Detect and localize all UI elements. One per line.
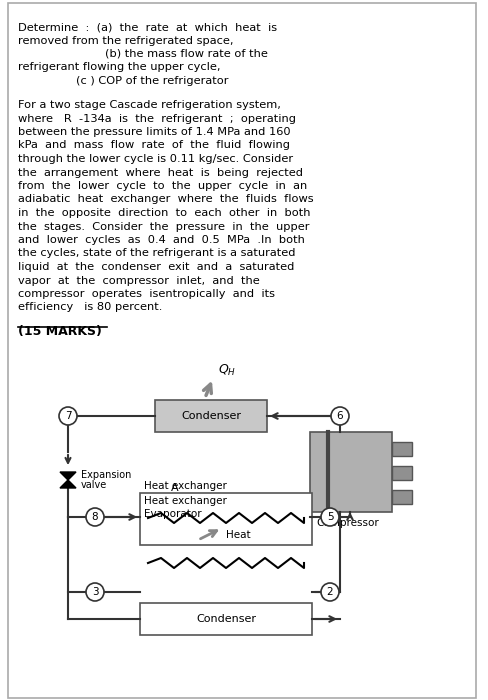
Circle shape	[59, 407, 77, 425]
Text: adiabatic  heat  exchanger  where  the  fluids  flows: adiabatic heat exchanger where the fluid…	[18, 195, 314, 204]
Text: between the pressure limits of 1.4 MPa and 160: between the pressure limits of 1.4 MPa a…	[18, 127, 291, 137]
Text: Condenser: Condenser	[196, 614, 256, 624]
Text: from  the  lower  cycle  to  the  upper  cycle  in  an: from the lower cycle to the upper cycle …	[18, 181, 307, 191]
Polygon shape	[60, 472, 76, 480]
Text: A: A	[171, 483, 179, 493]
Text: 3: 3	[92, 587, 98, 597]
Text: $Q_H$: $Q_H$	[218, 363, 236, 378]
Text: liquid  at  the  condenser  exit  and  a  saturated: liquid at the condenser exit and a satur…	[18, 262, 294, 272]
Text: through the lower cycle is 0.11 kg/sec. Consider: through the lower cycle is 0.11 kg/sec. …	[18, 154, 293, 164]
Text: efficiency   is 80 percent.: efficiency is 80 percent.	[18, 302, 163, 312]
Bar	[140, 603, 312, 635]
Text: Heat exchanger: Heat exchanger	[144, 481, 227, 491]
Text: (b) the mass flow rate of the: (b) the mass flow rate of the	[18, 49, 268, 59]
Circle shape	[86, 508, 104, 526]
Bar	[392, 442, 412, 456]
Text: (15 MARKS): (15 MARKS)	[18, 325, 102, 338]
Polygon shape	[60, 480, 76, 488]
Text: 8: 8	[92, 512, 98, 522]
Text: the  stages.  Consider  the  pressure  in  the  upper: the stages. Consider the pressure in the…	[18, 221, 309, 232]
Text: and  lower  cycles  as  0.4  and  0.5  MPa  .In  both: and lower cycles as 0.4 and 0.5 MPa .In …	[18, 235, 305, 245]
Text: 6: 6	[337, 411, 344, 421]
Text: Heat exchanger: Heat exchanger	[144, 496, 227, 506]
Circle shape	[331, 407, 349, 425]
Text: compressor  operates  isentropically  and  its: compressor operates isentropically and i…	[18, 289, 275, 299]
Text: valve: valve	[81, 480, 107, 490]
Text: removed from the refrigerated space,: removed from the refrigerated space,	[18, 36, 233, 46]
Circle shape	[321, 583, 339, 601]
Bar	[392, 490, 412, 504]
Circle shape	[86, 583, 104, 601]
Bar	[392, 466, 412, 480]
Text: where   R  -134a  is  the  refrigerant  ;  operating: where R -134a is the refrigerant ; opera…	[18, 113, 296, 123]
Text: 5: 5	[326, 512, 333, 522]
Text: vapor  at  the  compressor  inlet,  and  the: vapor at the compressor inlet, and the	[18, 276, 260, 286]
Bar	[140, 493, 312, 545]
Text: refrigerant flowing the upper cycle,: refrigerant flowing the upper cycle,	[18, 62, 221, 73]
Text: Expansion: Expansion	[81, 470, 131, 480]
Text: 2: 2	[326, 587, 333, 597]
Bar	[310, 432, 392, 512]
Text: For a two stage Cascade refrigeration system,: For a two stage Cascade refrigeration sy…	[18, 100, 281, 110]
Text: kPa  and  mass  flow  rate  of  the  fluid  flowing: kPa and mass flow rate of the fluid flow…	[18, 141, 290, 150]
Text: 7: 7	[65, 411, 71, 421]
Text: Heat: Heat	[226, 530, 251, 540]
Text: the cycles, state of the refrigerant is a saturated: the cycles, state of the refrigerant is …	[18, 248, 296, 258]
Text: in  the  opposite  direction  to  each  other  in  both: in the opposite direction to each other …	[18, 208, 310, 218]
Circle shape	[321, 508, 339, 526]
Text: Evaporator: Evaporator	[144, 509, 202, 519]
Bar	[155, 400, 267, 432]
Text: (c ) COP of the refrigerator: (c ) COP of the refrigerator	[18, 76, 228, 86]
Text: Compressor: Compressor	[317, 518, 379, 528]
Text: the  arrangement  where  heat  is  being  rejected: the arrangement where heat is being reje…	[18, 167, 303, 178]
Text: Determine  :  (a)  the  rate  at  which  heat  is: Determine : (a) the rate at which heat i…	[18, 22, 277, 32]
Text: Condenser: Condenser	[181, 411, 241, 421]
